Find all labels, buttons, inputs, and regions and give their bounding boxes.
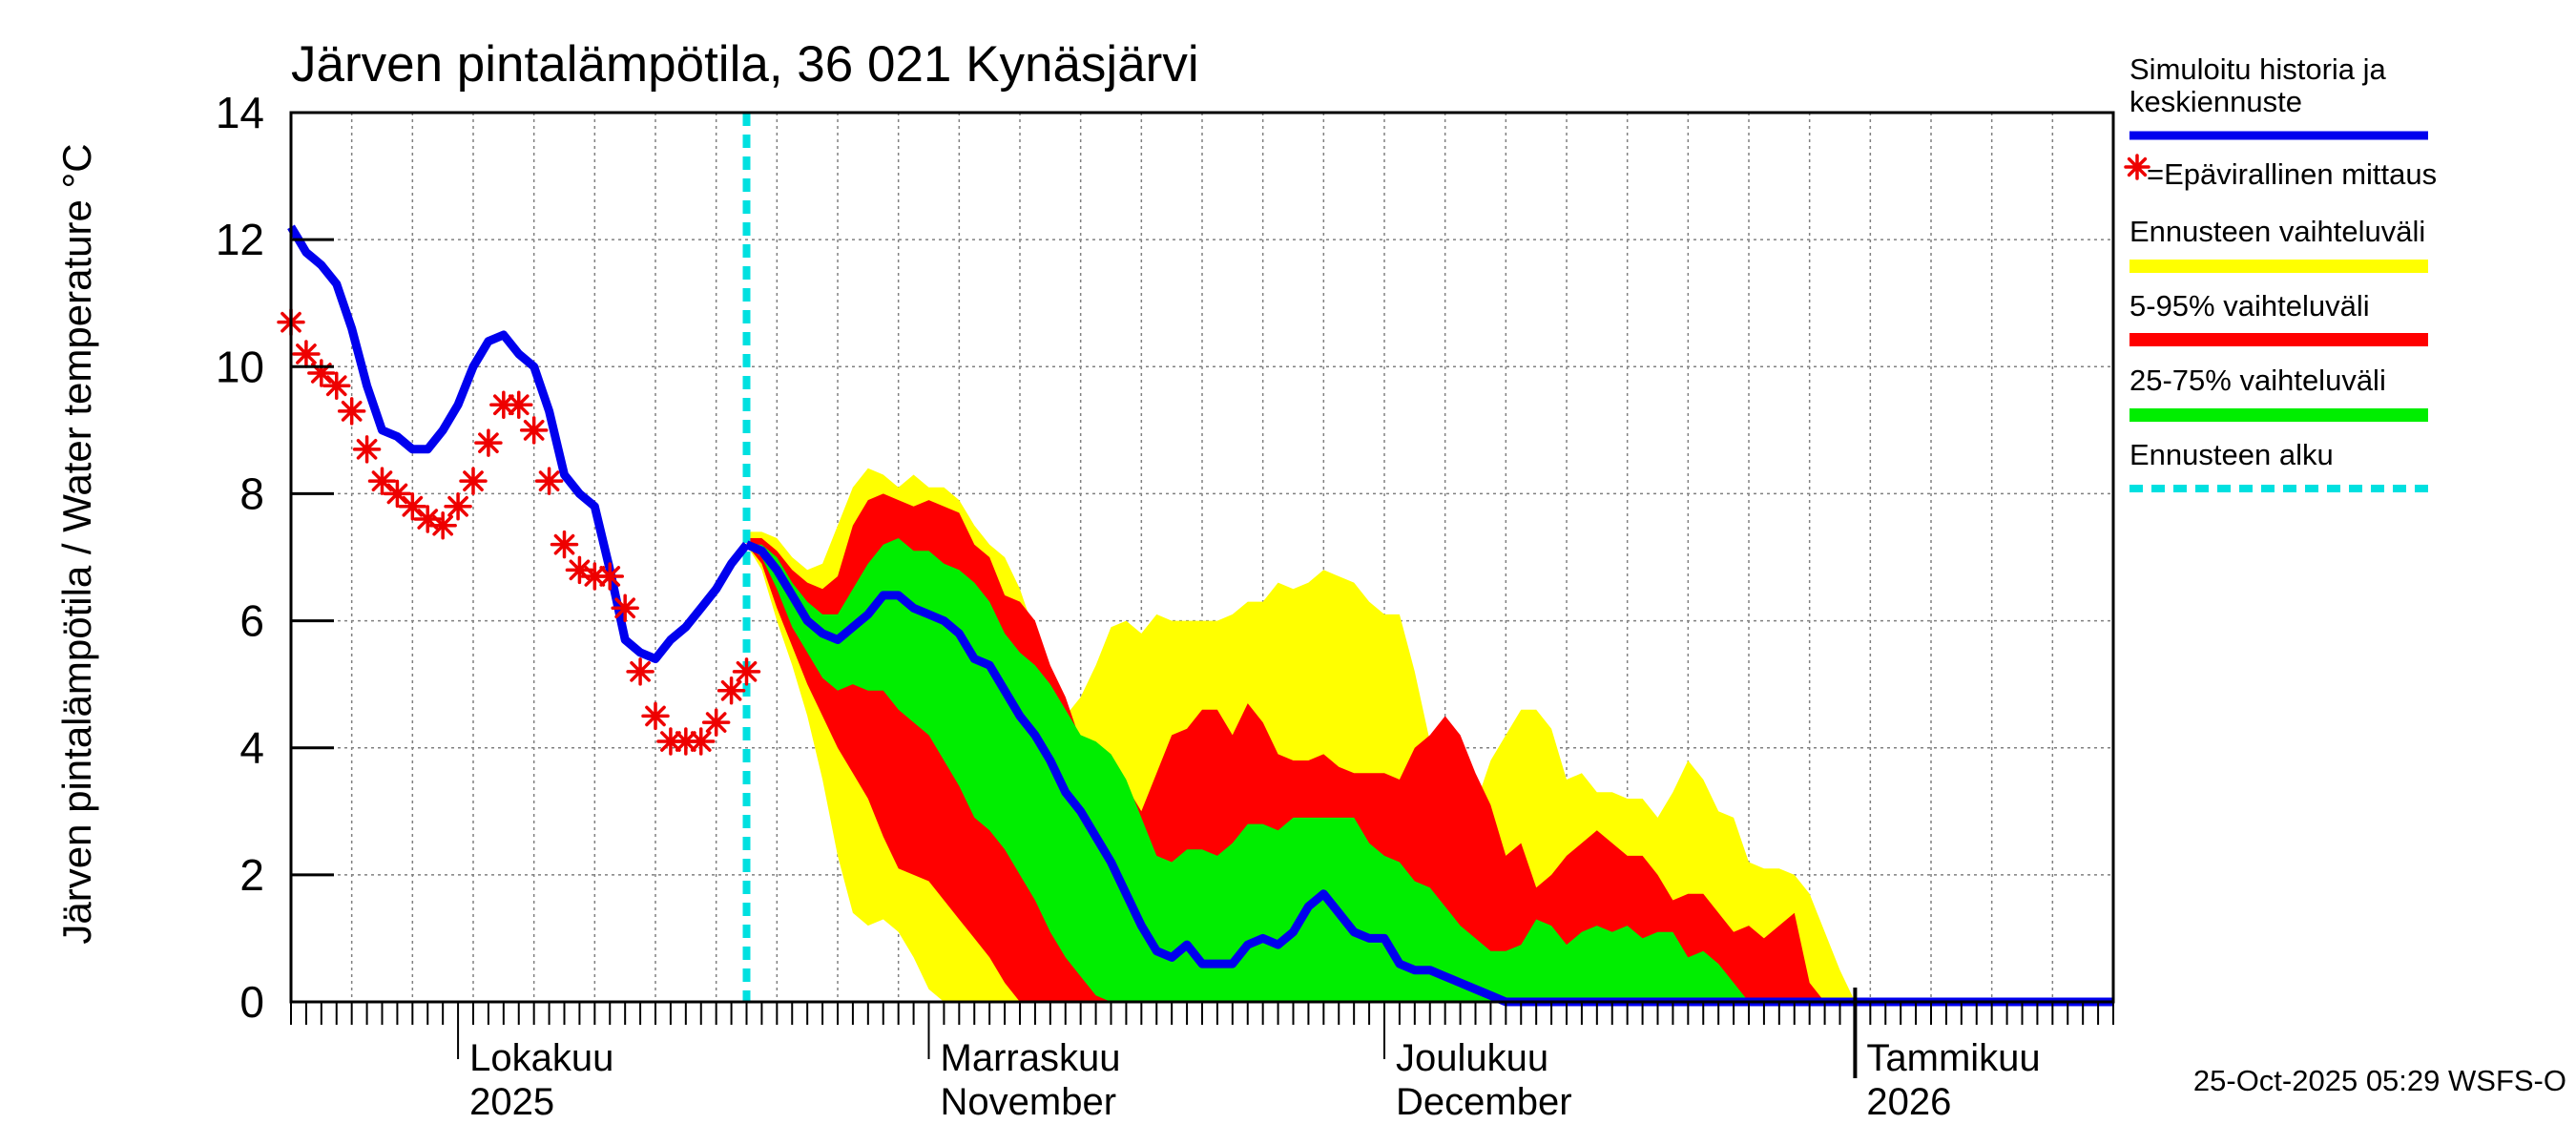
observed-point (352, 435, 382, 464)
legend-label-p25_75: 25-75% vaihteluväli (2129, 364, 2386, 397)
observed-point (611, 593, 639, 623)
y-tick-label: 12 (216, 215, 264, 264)
chart-title: Järven pintalämpötila, 36 021 Kynäsjärvi (291, 36, 1199, 93)
observed-point (595, 562, 624, 591)
axes: 0 2 4 6 8 10 12 14 (216, 88, 2115, 1078)
timestamp: 25-Oct-2025 05:29 WSFS-O (2193, 1064, 2566, 1097)
month-label-secondary: 2025 (469, 1081, 554, 1123)
observed-point (474, 428, 503, 457)
y-tick-label: 2 (239, 850, 264, 900)
observed-point (367, 467, 397, 495)
observed-point (550, 530, 579, 559)
observed-point (732, 657, 761, 686)
y-tick-label: 6 (239, 596, 264, 646)
observed-point (489, 390, 518, 419)
month-label: Joulukuu (1396, 1037, 1548, 1079)
observed-point (626, 657, 654, 686)
legend-label-obs: =Epävirallinen mittaus (2147, 157, 2437, 191)
y-tick-label: 4 (239, 723, 264, 773)
y-axis-label: Järven pintalämpötila / Water temperatur… (54, 143, 99, 944)
month-label-secondary: 2026 (1866, 1081, 1951, 1123)
legend-label-sim: keskiennuste (2129, 85, 2302, 118)
observed-point (534, 467, 564, 495)
observed-point (701, 708, 731, 737)
observed-point (519, 416, 549, 445)
observed-measurement-points (277, 307, 761, 756)
month-label-secondary: November (941, 1081, 1117, 1123)
x-axis-ticks (290, 988, 2114, 1078)
month-label: Tammikuu (1866, 1037, 2040, 1079)
observed-point (459, 467, 488, 495)
y-tick-label: 0 (239, 977, 264, 1027)
y-tick-label: 10 (216, 342, 264, 391)
observed-point (383, 479, 412, 509)
y-tick-label: 8 (239, 468, 264, 518)
y-axis-ticks: 0 2 4 6 8 10 12 14 (216, 88, 334, 1027)
observed-point (444, 491, 472, 521)
observed-point (307, 359, 336, 387)
y-tick-label: 14 (216, 88, 264, 137)
band-25-75-percent (746, 538, 2113, 1002)
observed-point (656, 727, 685, 756)
observed-point (505, 390, 533, 419)
observed-point (413, 505, 442, 533)
legend-swatch-obs (2124, 154, 2150, 180)
series-simulated-line (287, 224, 751, 663)
observed-point (687, 727, 716, 756)
observed-point (292, 340, 321, 368)
legend-label-p5_95: 5-95% vaihteluväli (2129, 289, 2370, 323)
month-label-secondary: December (1396, 1081, 1572, 1123)
observed-point (580, 562, 610, 591)
month-label: Lokakuu (469, 1037, 613, 1079)
legend-label-env: Ennusteen vaihteluväli (2129, 215, 2425, 248)
observed-point (717, 677, 746, 705)
forecast-bands (746, 468, 2113, 1002)
legend-label-fstart: Ennusteen alku (2129, 438, 2334, 471)
observed-point (322, 371, 351, 401)
observed-point (565, 555, 594, 585)
observed-point (398, 491, 427, 521)
month-label: Marraskuu (941, 1037, 1121, 1079)
observed-point (337, 397, 366, 426)
observed-point (428, 510, 457, 540)
legend-label-sim: Simuloitu historia ja (2129, 52, 2387, 86)
grid-lines (291, 113, 2113, 1002)
observed-point (641, 701, 670, 731)
observed-point (672, 727, 700, 756)
